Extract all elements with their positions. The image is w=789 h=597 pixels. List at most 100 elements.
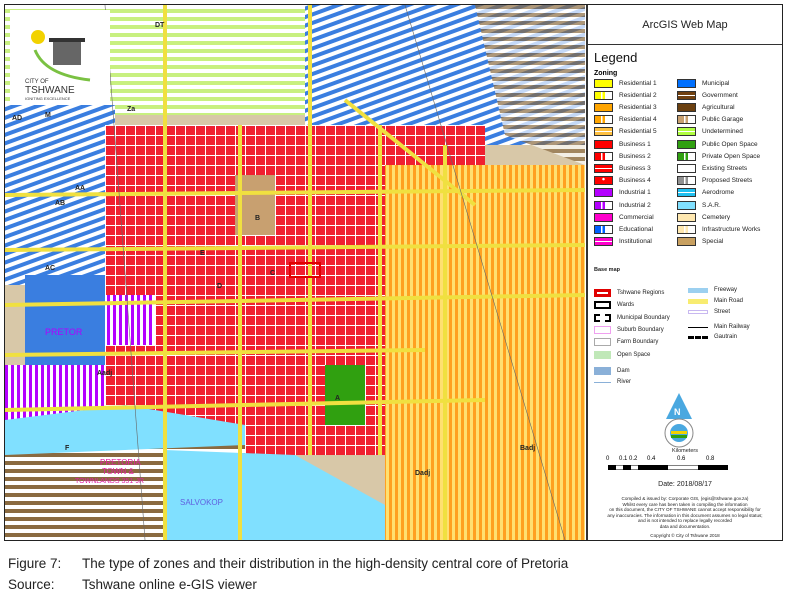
basemap-item: Wards	[594, 301, 634, 309]
scale-tick: 0.2	[629, 456, 638, 462]
disclaimer-line: Whilst every care has been taken in comp…	[622, 501, 748, 507]
legend-label: Industrial 1	[619, 189, 651, 197]
legend-label: S.A.R.	[702, 201, 721, 209]
basemap-swatch	[594, 326, 611, 334]
zone-code: D	[217, 283, 222, 290]
basemap-item: Main Railway	[688, 324, 750, 330]
legend-swatch	[677, 237, 696, 247]
legend-item: Cemetery	[677, 212, 730, 222]
zone-code: Badj	[520, 445, 535, 452]
source-caption: Source: Tshwane online e-GIS viewer	[8, 577, 257, 592]
legend-label: Business 4	[619, 177, 651, 185]
basemap-swatch	[688, 298, 708, 304]
legend-item: Undetermined	[677, 127, 743, 137]
legend-swatch	[677, 102, 696, 112]
basemap-swatch	[594, 301, 611, 309]
legend-label: Institutional	[619, 238, 652, 246]
basemap-item: Street	[688, 309, 730, 315]
disclaimer-line: Compiled & issued by: Corporate GIS, (eg…	[621, 496, 749, 501]
figure-label: Figure 7:	[8, 556, 62, 571]
place-label: TOWN &	[102, 467, 135, 476]
legend-swatch	[677, 78, 696, 88]
zone-code: AD	[12, 115, 22, 122]
legend-label: Cemetery	[702, 213, 731, 221]
legend-label: Residential 4	[619, 116, 657, 124]
legend-swatch	[677, 127, 696, 137]
legend-label: Residential 3	[619, 103, 657, 111]
basemap-label: Tshwane Regions	[617, 290, 665, 296]
disclaimer-line: any inaccuracies. The information in thi…	[607, 512, 763, 518]
legend-item: Industrial 2	[594, 200, 651, 210]
legend-panel: ArcGIS Web Map Legend Zoning Residential…	[586, 5, 782, 540]
basemap-swatch	[688, 335, 708, 339]
legend-swatch	[594, 224, 613, 234]
legend-window-title: ArcGIS Web Map	[588, 5, 782, 45]
legend-swatch	[677, 163, 696, 173]
zone-code: AA	[75, 185, 85, 192]
legend-item: Industrial 1	[594, 188, 651, 198]
figure-text: The type of zones and their distribution…	[82, 556, 569, 571]
zone-code: C	[270, 270, 275, 277]
legend-title: Legend	[594, 50, 638, 65]
legend-item: Special	[677, 237, 723, 247]
basemap-item: Municipal Boundary	[594, 314, 670, 322]
legend-swatch	[677, 115, 696, 125]
basemap-label: Main Road	[714, 298, 744, 304]
legend-swatch	[594, 200, 613, 210]
scale-bar	[608, 465, 728, 470]
legend-label: Proposed Streets	[702, 177, 753, 185]
place-label: PRETOR	[45, 327, 83, 337]
basemap-label: Freeway	[714, 287, 738, 293]
legend-label: Existing Streets	[702, 164, 748, 172]
legend-label: Business 1	[619, 140, 651, 148]
legend-label: Agricultural	[702, 103, 735, 111]
legend-swatch	[594, 102, 613, 112]
legend-swatch	[677, 200, 696, 210]
legend-label: Industrial 2	[619, 201, 651, 209]
basemap-item: Dam	[594, 367, 630, 375]
legend-item: Institutional	[594, 237, 652, 247]
disclaimer-line: and is not intended to replace legally r…	[638, 518, 732, 523]
zone-code: F	[65, 445, 70, 452]
figure-caption: Figure 7: The type of zones and their di…	[8, 556, 568, 571]
basemap-item: Open Space	[594, 351, 650, 359]
scale-tick: 0	[606, 456, 610, 462]
basemap-label: Gautrain	[714, 334, 738, 340]
legend-swatch	[594, 115, 613, 125]
legend-item: Existing Streets	[677, 163, 747, 173]
legend-item: Residential 5	[594, 127, 657, 137]
basemap-item: Tshwane Regions	[594, 289, 664, 297]
legend-swatch	[677, 151, 696, 161]
legend-swatch	[594, 139, 613, 149]
basemap-swatch	[594, 314, 611, 322]
legend-swatch	[594, 188, 613, 198]
basemap-label: River	[617, 379, 632, 385]
zone-code: DT	[155, 22, 165, 29]
legend-label: Residential 1	[619, 79, 657, 87]
legend-item: Business 4	[594, 176, 651, 186]
zone-code: AC	[45, 265, 55, 272]
legend-item: Commercial	[594, 212, 654, 222]
legend-item: Infrastructure Works	[677, 224, 760, 234]
zone-code: E	[200, 250, 205, 257]
legend-swatch	[594, 151, 613, 161]
legend-swatch	[594, 237, 613, 247]
basemap-label: Farm Boundary	[617, 339, 659, 345]
legend-label: Public Open Space	[702, 140, 758, 148]
scale-tick: 0.8	[706, 456, 715, 462]
legend-swatch	[677, 212, 696, 222]
legend-swatch	[677, 139, 696, 149]
legend-item: Residential 4	[594, 115, 657, 125]
logo-line2: TSHWANE	[25, 85, 75, 96]
scale-tick: 0.4	[647, 456, 656, 462]
north-label: N	[674, 407, 681, 417]
legend-item: Business 1	[594, 139, 651, 149]
legend-label: Residential 5	[619, 128, 657, 136]
zoning-map[interactable]: CITY OF TSHWANE IGNITING EXCELLENCE PRET…	[5, 5, 585, 540]
source-label: Source:	[8, 577, 55, 592]
legend-swatch	[677, 176, 696, 186]
legend-item: Residential 3	[594, 102, 657, 112]
zone-code: Aadj	[97, 370, 112, 377]
basemap-swatch	[688, 287, 708, 293]
legend-swatch	[594, 163, 613, 173]
